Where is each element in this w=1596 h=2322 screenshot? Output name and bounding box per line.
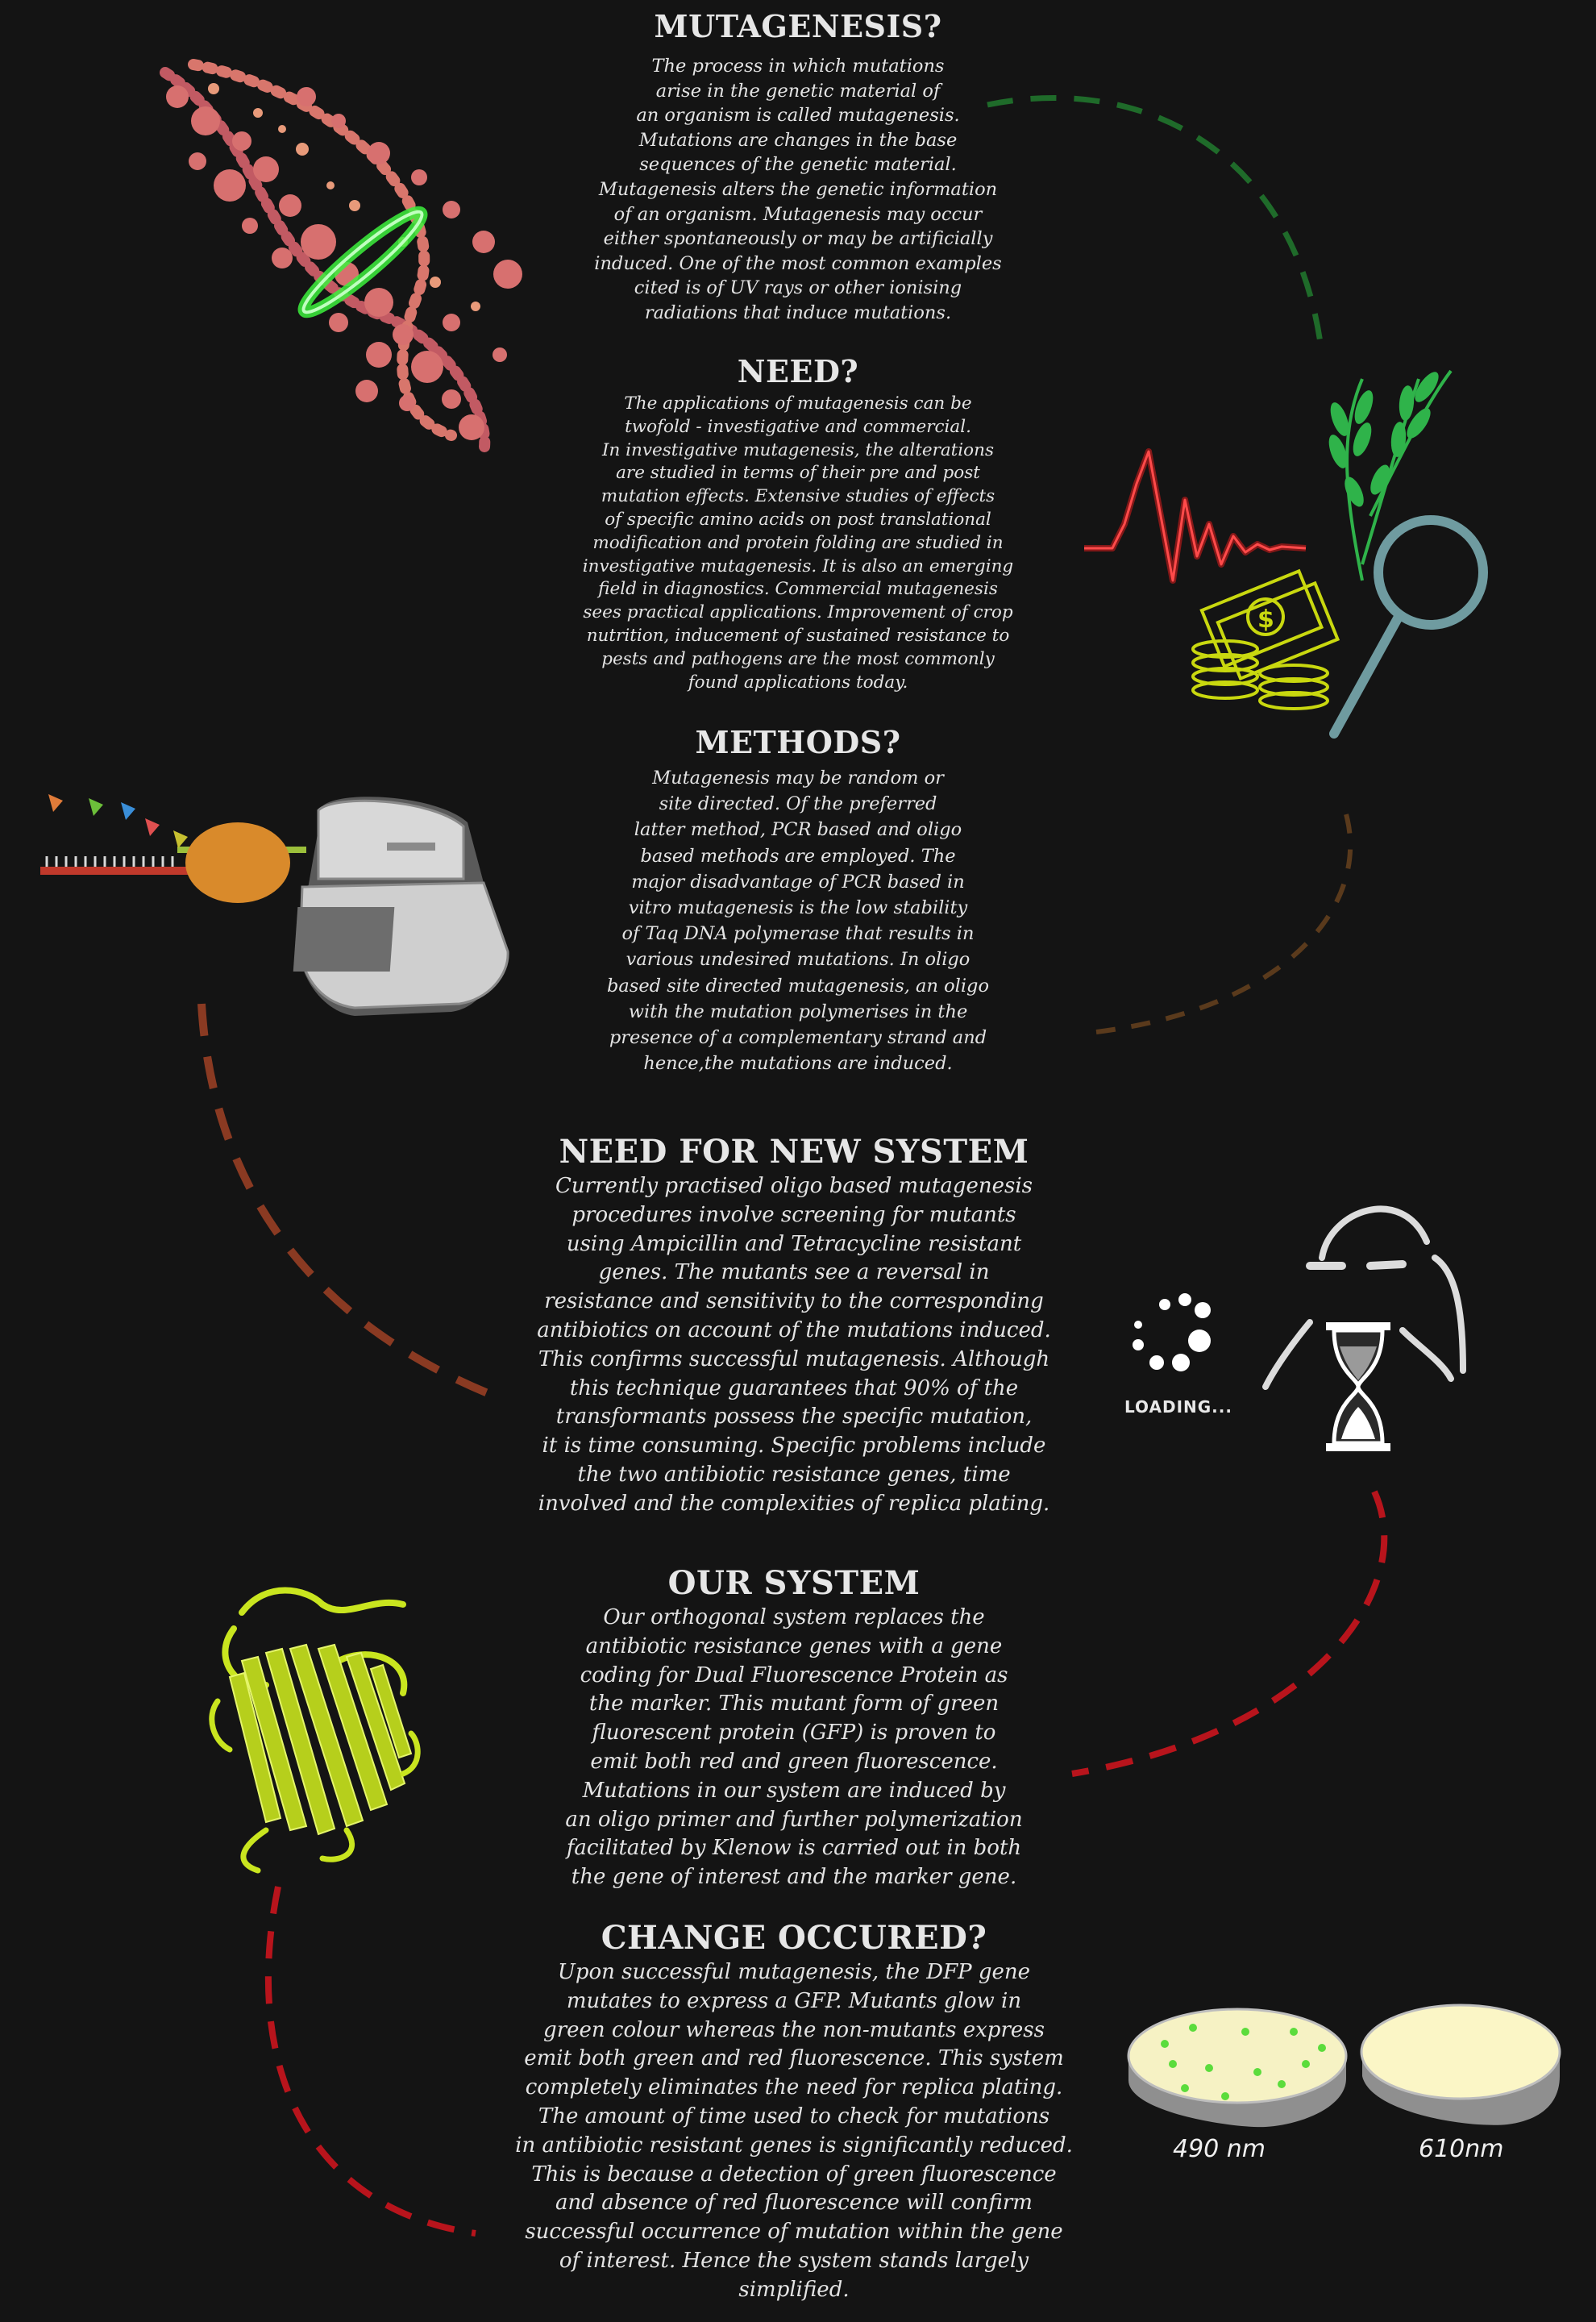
body-our-system: Our orthogonal system replaces the antib… <box>565 1605 1023 1890</box>
neon-waveform-icon <box>1084 448 1307 584</box>
heading-need-for-new-system: NEED FOR NEW SYSTEM <box>559 1133 1029 1171</box>
hourglass-icon <box>1326 1322 1390 1451</box>
plate-490 <box>1127 2008 1348 2128</box>
section-mutagenesis: MUTAGENESIS? The process in which mutati… <box>516 8 1080 326</box>
plate-label-610: 610nm <box>1419 2135 1504 2163</box>
heading-methods: METHODS? <box>695 724 901 760</box>
pcr-machine-icon <box>293 797 509 1016</box>
thinking-face-icon <box>1262 1205 1466 1390</box>
path-red-1 <box>1071 1490 1388 1777</box>
loading-label: LOADING... <box>1124 1397 1232 1417</box>
path-rust <box>197 1003 493 1399</box>
body-need: The applications of mutagenesis can be t… <box>582 393 1014 693</box>
path-red-2 <box>264 1886 476 2237</box>
heading-need: NEED? <box>737 353 859 389</box>
plate-label-490: 490 nm <box>1173 2135 1266 2163</box>
plate-610 <box>1360 2004 1561 2125</box>
money-coins-icon: $ <box>1191 568 1340 710</box>
wheat-icon <box>1328 369 1453 581</box>
magnifier-icon <box>1329 515 1488 739</box>
body-change-occured: Upon successful mutagenesis, the DFP gen… <box>515 1960 1073 2302</box>
path-green <box>987 95 1325 356</box>
section-need-for-new-system: NEED FOR NEW SYSTEM Currently practised … <box>476 1133 1112 1519</box>
heading-mutagenesis: MUTAGENESIS? <box>654 8 942 44</box>
heading-our-system: OUR SYSTEM <box>667 1564 921 1602</box>
section-change-occured: CHANGE OCCURED? Upon successful mutagene… <box>459 1919 1128 2305</box>
section-our-system: OUR SYSTEM Our orthogonal system replace… <box>476 1564 1112 1892</box>
path-brown <box>1095 814 1353 1034</box>
heading-change-occured: CHANGE OCCURED? <box>601 1919 987 1957</box>
body-mutagenesis: The process in which mutations arise in … <box>594 56 1002 323</box>
svg-text:$: $ <box>1257 605 1274 634</box>
body-need-for-new-system: Currently practised oligo based mutagene… <box>537 1174 1051 1516</box>
polymerase-icon <box>40 794 306 903</box>
loading-spinner-icon <box>1133 1293 1211 1371</box>
body-methods: Mutagenesis may be random or site direct… <box>606 768 990 1075</box>
section-methods: METHODS? Mutagenesis may be random or si… <box>516 724 1080 1076</box>
section-need: NEED? The applications of mutagenesis ca… <box>516 353 1080 694</box>
